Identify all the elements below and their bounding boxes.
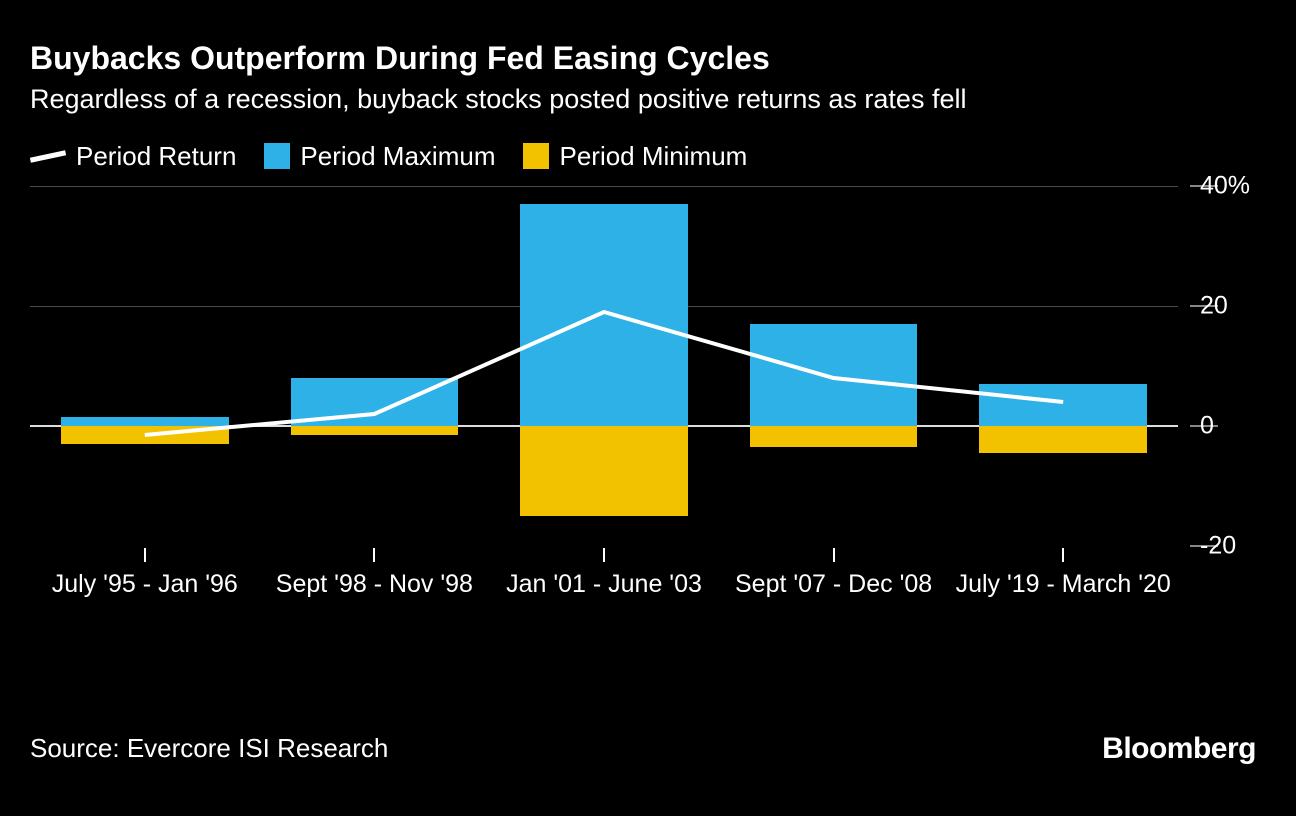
line-swatch-icon <box>30 150 66 162</box>
bar-period-minimum <box>520 426 688 516</box>
legend-item-minimum: Period Minimum <box>523 141 747 172</box>
plot <box>30 186 1178 546</box>
x-tick <box>1062 548 1064 562</box>
chart-title: Buybacks Outperform During Fed Easing Cy… <box>30 40 1266 77</box>
y-axis-label: -20 <box>1200 531 1236 560</box>
square-swatch-icon <box>264 143 290 169</box>
gridline <box>30 186 1178 187</box>
bar-period-minimum <box>750 426 918 447</box>
legend: Period Return Period Maximum Period Mini… <box>30 141 1266 172</box>
x-axis-label: July '95 - Jan '96 <box>36 568 254 602</box>
plot-area: -2002040% <box>30 186 1266 546</box>
bar-period-maximum <box>750 324 918 426</box>
bar-period-minimum <box>979 426 1147 453</box>
x-axis-label: Jan '01 - June '03 <box>495 568 713 602</box>
bar-period-maximum <box>979 384 1147 426</box>
x-axis-label: Sept '98 - Nov '98 <box>265 568 483 602</box>
legend-item-return: Period Return <box>30 141 236 172</box>
source-attribution: Source: Evercore ISI Research <box>30 733 388 764</box>
bar-period-maximum <box>61 417 229 426</box>
legend-label: Period Minimum <box>559 141 747 172</box>
chart-container: Buybacks Outperform During Fed Easing Cy… <box>30 40 1266 568</box>
legend-item-maximum: Period Maximum <box>264 141 495 172</box>
y-axis: -2002040% <box>1190 186 1266 546</box>
y-axis-label: 20 <box>1200 291 1228 320</box>
bar-period-maximum <box>520 204 688 426</box>
square-swatch-icon <box>523 143 549 169</box>
bar-period-minimum <box>291 426 459 435</box>
chart-subtitle: Regardless of a recession, buyback stock… <box>30 83 1130 117</box>
y-axis-label: 40% <box>1200 171 1250 200</box>
x-tick <box>144 548 146 562</box>
x-tick <box>603 548 605 562</box>
x-tick <box>373 548 375 562</box>
y-axis-label: 0 <box>1200 411 1214 440</box>
x-tick <box>833 548 835 562</box>
bar-period-maximum <box>291 378 459 426</box>
x-axis-label: Sept '07 - Dec '08 <box>725 568 943 602</box>
legend-label: Period Return <box>76 141 236 172</box>
brand-logo: Bloomberg <box>1102 732 1256 766</box>
x-axis-label: July '19 - March '20 <box>954 568 1172 602</box>
legend-label: Period Maximum <box>300 141 495 172</box>
bar-period-minimum <box>61 426 229 444</box>
